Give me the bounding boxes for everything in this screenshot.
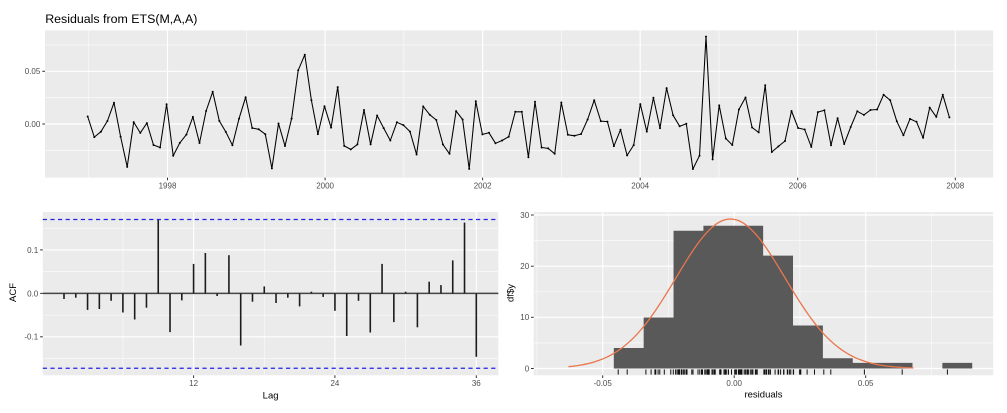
svg-text:0.0: 0.0	[27, 289, 39, 298]
svg-text:-0.1: -0.1	[24, 333, 38, 342]
svg-text:24: 24	[330, 379, 339, 388]
svg-text:12: 12	[189, 379, 198, 388]
svg-text:0.05: 0.05	[858, 379, 874, 388]
svg-text:2000: 2000	[316, 181, 334, 190]
svg-text:Lag: Lag	[263, 391, 279, 402]
svg-text:20: 20	[520, 262, 529, 271]
svg-text:36: 36	[472, 379, 481, 388]
svg-text:df$y: df$y	[506, 284, 517, 302]
svg-text:0: 0	[525, 364, 530, 373]
svg-text:30: 30	[520, 211, 529, 220]
svg-text:2008: 2008	[946, 181, 964, 190]
svg-text:2004: 2004	[631, 181, 649, 190]
svg-text:2006: 2006	[789, 181, 807, 190]
svg-text:0.00: 0.00	[25, 120, 41, 129]
svg-text:2002: 2002	[474, 181, 492, 190]
svg-text:0.1: 0.1	[27, 246, 39, 255]
svg-text:0.00: 0.00	[726, 379, 742, 388]
svg-text:-0.05: -0.05	[594, 379, 613, 388]
svg-text:ACF: ACF	[8, 283, 19, 302]
svg-text:Residuals from ETS(M,A,A): Residuals from ETS(M,A,A)	[45, 12, 197, 26]
svg-text:10: 10	[520, 313, 529, 322]
svg-text:residuals: residuals	[744, 390, 782, 401]
svg-text:0.05: 0.05	[25, 67, 41, 76]
svg-text:1998: 1998	[159, 181, 177, 190]
